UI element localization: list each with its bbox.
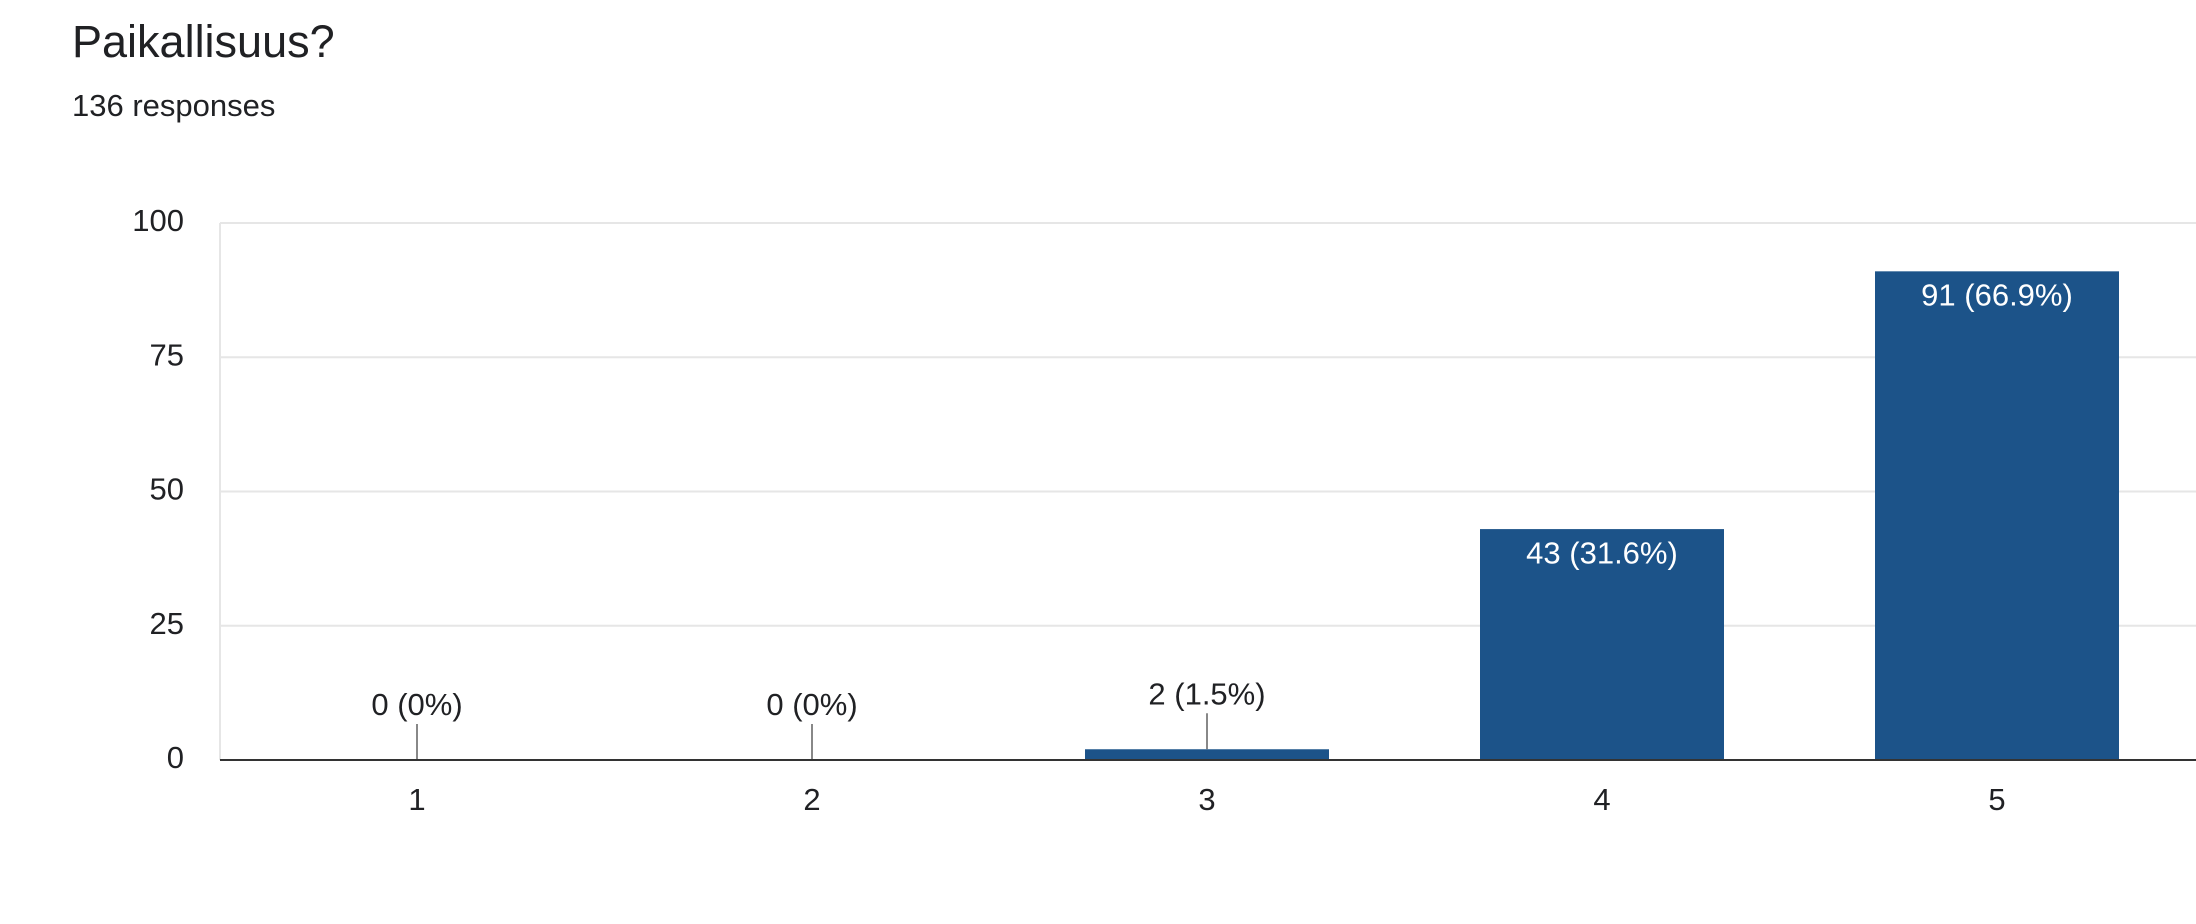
x-tick-label: 3 [1198,782,1215,817]
value-label: 2 (1.5%) [1148,676,1265,711]
x-tick-label: 2 [803,782,820,817]
bar [1085,749,1329,760]
value-label: 91 (66.9%) [1921,278,2073,313]
y-tick-label: 25 [150,606,184,641]
y-tick-label: 75 [150,337,184,372]
bar [1875,271,2119,760]
chart-title: Paikallisuus? [72,16,335,67]
x-tick-label: 4 [1593,782,1610,817]
value-label: 43 (31.6%) [1526,535,1678,570]
y-tick-label: 0 [167,740,184,775]
bar [1480,529,1724,760]
x-tick-label: 5 [1988,782,2005,817]
y-tick-label: 50 [150,472,184,507]
value-label: 0 (0%) [371,687,462,722]
chart-subtitle: 136 responses [72,88,275,123]
x-tick-label: 1 [408,782,425,817]
y-tick-label: 100 [132,203,184,238]
value-label: 0 (0%) [766,687,857,722]
